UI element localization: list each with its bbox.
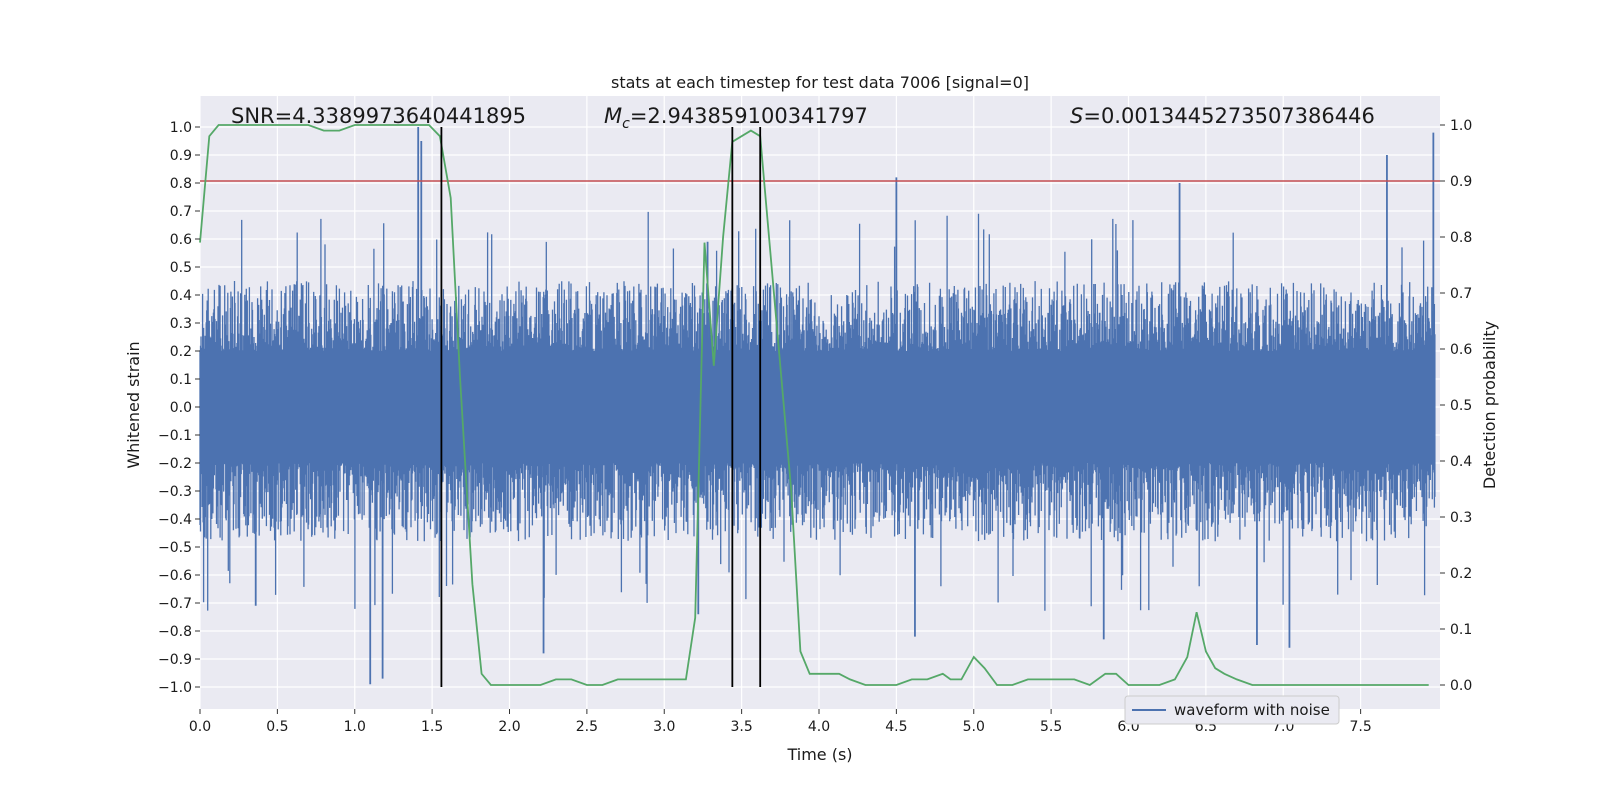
x-tick-label: 5.5 (1040, 719, 1062, 735)
x-tick-label: 2.0 (498, 719, 520, 735)
chirp-mass-annotation: Mc=2.943859100341797 (604, 104, 868, 132)
y-tick-label-left: 0.8 (170, 176, 192, 192)
y-tick-label-left: 0.4 (170, 288, 192, 304)
score-value: =0.0013445273507386446 (1083, 104, 1375, 128)
y-axis-label-right: Detection probability (1480, 321, 1499, 489)
y-tick-label-left: −1.0 (158, 680, 192, 696)
snr-annotation: SNR=4.338997364044189​5 (231, 104, 526, 128)
x-tick-label: 4.5 (885, 719, 907, 735)
x-axis-label: Time (s) (786, 745, 852, 764)
y-tick-label-left: 1.0 (170, 120, 192, 136)
x-tick-label: 1.5 (421, 719, 443, 735)
y-tick-label-left: −0.7 (158, 596, 192, 612)
y-tick-label-left: −0.6 (158, 568, 192, 584)
y-tick-label-left: 0.9 (170, 148, 192, 164)
chirp-mass-value: =2.943859100341797 (630, 104, 868, 128)
chirp-mass-symbol: M (604, 104, 622, 128)
y-tick-label-right: 0.5 (1450, 398, 1472, 414)
y-tick-label-right: 0.0 (1450, 678, 1472, 694)
legend-box (1124, 695, 1340, 725)
legend-label-waveform: waveform with noise (1174, 701, 1330, 719)
y-tick-label-left: −0.8 (158, 624, 192, 640)
y-tick-label-left: −0.2 (158, 456, 192, 472)
strain-series-layer (199, 127, 1436, 685)
score-annotation: S=0.0013445273507386446 (1070, 104, 1375, 128)
y-tick-label-right: 1.0 (1450, 118, 1472, 134)
strain-core-band (200, 351, 1435, 463)
chart-title: stats at each timestep for test data 700… (611, 73, 1029, 92)
y-tick-label-right: 0.4 (1450, 454, 1472, 470)
y-tick-label-left: −0.1 (158, 428, 192, 444)
x-tick-label: 0.0 (189, 719, 211, 735)
y-tick-label-left: 0.0 (170, 400, 192, 416)
y-axis-label-left: Whitened strain (124, 341, 143, 468)
y-tick-label-left: 0.1 (170, 372, 192, 388)
x-tick-label: 2.5 (576, 719, 598, 735)
overlay-layer (199, 124, 1440, 687)
score-symbol: S (1070, 104, 1083, 128)
y-tick-label-right: 0.2 (1450, 566, 1472, 582)
y-tick-label-left: 0.7 (170, 204, 192, 220)
y-tick-label-right: 0.8 (1450, 230, 1472, 246)
y-tick-label-left: 0.2 (170, 344, 192, 360)
legend: waveform with noise (1124, 695, 1340, 725)
y-tick-label-left: 0.3 (170, 316, 192, 332)
y-tick-label-right: 0.6 (1450, 342, 1472, 358)
y-tick-label-right: 0.1 (1450, 622, 1472, 638)
x-tick-label: 1.0 (344, 719, 366, 735)
detection-probability-line (199, 124, 1429, 687)
chirp-mass-subscript: c (622, 116, 630, 132)
y-tick-label-left: −0.5 (158, 540, 192, 556)
y-tick-label-left: −0.9 (158, 652, 192, 668)
axis-layer: 0.0 0.5 1.0 1.5 2.0 2.5 3.0 3.5 4.0 4.5 5.0 5.5 6.0 6… (158, 118, 1472, 735)
y-tick-label-right: 0.3 (1450, 510, 1472, 526)
x-tick-label: 0.5 (266, 719, 288, 735)
y-tick-label-left: −0.4 (158, 512, 192, 528)
y-tick-label-left: −0.3 (158, 484, 192, 500)
y-tick-label-left: 0.6 (170, 232, 192, 248)
x-tick-label: 3.0 (653, 719, 675, 735)
x-tick-label: 3.5 (730, 719, 752, 735)
y-tick-label-right: 0.7 (1450, 286, 1472, 302)
y-tick-label-right: 0.9 (1450, 174, 1472, 190)
x-tick-label: 4.0 (808, 719, 830, 735)
x-tick-label: 5.0 (963, 719, 985, 735)
y-tick-label-left: 0.5 (170, 260, 192, 276)
x-tick-label: 7.5 (1349, 719, 1371, 735)
